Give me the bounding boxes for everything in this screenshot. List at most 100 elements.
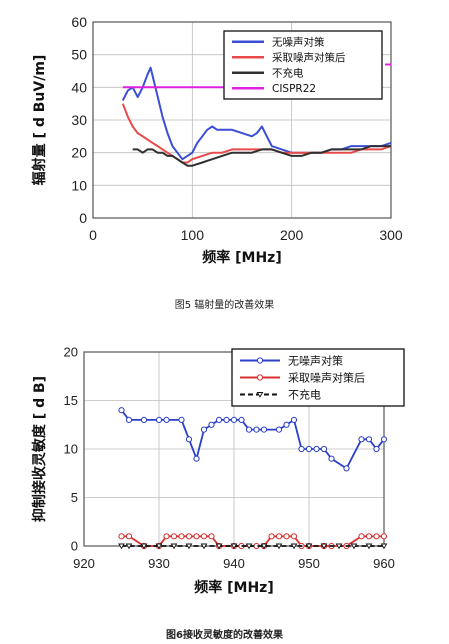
data-point	[253, 426, 260, 433]
series-2	[121, 103, 392, 164]
data-point	[118, 533, 125, 540]
data-point	[118, 543, 125, 550]
x-tick-label: 100	[181, 227, 205, 243]
data-point	[380, 436, 388, 443]
data-point	[125, 543, 133, 550]
data-point	[268, 533, 275, 540]
y-tick-label: 10	[64, 442, 78, 457]
data-point	[200, 533, 208, 540]
legend-label: 无噪声对策	[288, 353, 343, 367]
y-tick-label: 0	[79, 210, 87, 226]
y-tick-label: 15	[64, 393, 78, 408]
x-tick-label: 960	[373, 556, 395, 571]
y-tick-label: 20	[71, 145, 87, 161]
chart-radiation: 0 100 200 300 0 10 20 30 40 50 60 频率 [MHz] 辐射量 [ d B…	[31, 14, 403, 266]
legend-label: CISPR22	[272, 83, 316, 95]
x-axis-label: 频率 [MHz]	[194, 579, 273, 596]
chart-sensitivity-panel: 920 930 940 950 960 0 5 10 15 20 频率 [MHz] 抑制接收灵敏度 […	[0, 330, 449, 644]
y-tick-label: 0	[71, 539, 78, 554]
data-point	[275, 543, 283, 550]
chart-sensitivity-caption: 图6接收灵敏度的改善效果	[166, 630, 283, 641]
data-point	[238, 416, 245, 424]
series-line	[121, 103, 392, 164]
y-tick-label: 10	[71, 177, 87, 193]
data-point	[313, 445, 320, 453]
data-point	[373, 533, 380, 540]
series-1	[118, 407, 388, 472]
data-point	[230, 416, 238, 424]
data-point	[365, 436, 373, 443]
data-point	[140, 543, 148, 550]
data-point	[373, 445, 380, 453]
x-axis-label: 频率 [MHz]	[202, 249, 281, 266]
data-point	[290, 416, 298, 424]
y-tick-label: 50	[71, 47, 87, 63]
data-point	[350, 543, 358, 550]
data-point	[185, 436, 193, 443]
data-point	[358, 533, 365, 540]
data-point	[305, 543, 313, 550]
data-point	[275, 426, 283, 433]
y-axis-label: 辐射量 [ d BuV/m]	[31, 55, 48, 186]
data-point	[215, 416, 223, 424]
data-point	[260, 426, 268, 433]
data-point	[118, 407, 125, 414]
data-point	[163, 416, 170, 424]
data-point	[290, 533, 298, 540]
data-point	[365, 543, 373, 550]
data-point	[245, 543, 253, 550]
data-point	[380, 543, 388, 550]
chart-radiation-panel: 0 100 200 300 0 10 20 30 40 50 60 频率 [MHz] 辐射量 [ d B…	[31, 14, 403, 311]
data-point	[260, 543, 268, 550]
data-point	[125, 533, 133, 540]
data-point	[328, 455, 335, 462]
data-point	[335, 543, 343, 550]
y-tick-label: 20	[64, 345, 78, 360]
x-tick-label: 200	[280, 227, 304, 243]
y-tick-label: 60	[71, 14, 87, 30]
legend-marker	[256, 392, 264, 398]
legend-marker	[256, 374, 264, 381]
data-point	[283, 533, 290, 540]
data-point	[380, 533, 388, 540]
plot-frame	[92, 21, 392, 219]
data-point	[208, 533, 215, 540]
data-point	[125, 416, 133, 424]
data-point	[320, 543, 328, 550]
series-line	[132, 145, 391, 167]
x-tick-label: 940	[223, 556, 245, 571]
data-point	[215, 543, 223, 550]
data-point	[155, 416, 163, 424]
legend-marker	[256, 357, 264, 364]
data-point	[358, 436, 365, 443]
data-point	[185, 543, 193, 550]
data-point	[170, 543, 178, 550]
data-point	[275, 533, 283, 540]
data-point	[178, 416, 185, 424]
chart-sensitivity: 920 930 940 950 960 0 5 10 15 20 频率 [MHz] 抑制接收灵敏度 […	[31, 345, 405, 596]
data-point	[230, 543, 238, 550]
data-point	[193, 533, 200, 540]
data-point	[320, 445, 328, 453]
x-tick-label: 0	[89, 227, 97, 243]
data-point	[170, 533, 178, 540]
data-point	[343, 465, 350, 472]
y-tick-label: 30	[71, 112, 87, 128]
y-axis-label: 抑制接收灵敏度 [ d B]	[31, 376, 48, 522]
data-point	[140, 416, 148, 424]
data-point	[223, 416, 230, 424]
x-tick-label: 950	[298, 556, 320, 571]
data-point	[163, 533, 170, 540]
legend-label: 无噪声对策	[272, 36, 325, 49]
series-3	[132, 145, 391, 167]
data-point	[193, 455, 200, 462]
chart-radiation-caption: 图5 辐射量的改善效果	[174, 300, 275, 311]
data-point	[200, 543, 208, 550]
y-tick-label: 40	[71, 79, 87, 95]
data-point	[290, 543, 298, 550]
series-3	[118, 543, 388, 550]
data-point	[208, 421, 215, 428]
data-point	[245, 426, 253, 433]
x-tick-label: 930	[148, 556, 170, 571]
x-tick-label: 300	[379, 227, 403, 243]
